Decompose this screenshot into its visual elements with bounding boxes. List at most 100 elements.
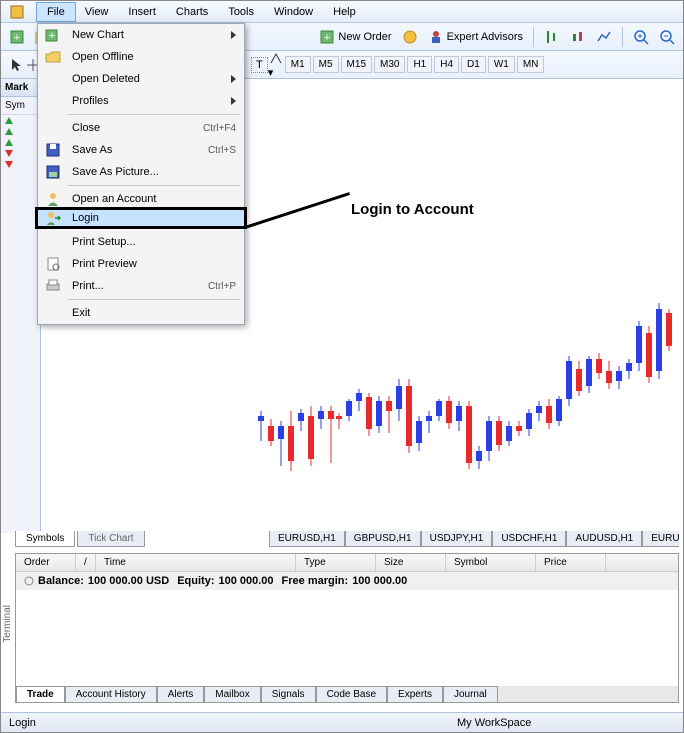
terminal-col-type[interactable]: Type: [296, 554, 376, 571]
chart-tab[interactable]: USDJPY,H1: [421, 531, 493, 547]
bar-chart-icon[interactable]: [540, 27, 564, 47]
submenu-arrow-icon: [231, 75, 236, 83]
submenu-arrow-icon: [231, 97, 236, 105]
line-chart-icon[interactable]: [592, 27, 616, 47]
timeframe-m30[interactable]: M30: [374, 56, 405, 73]
menu-item-open-deleted[interactable]: Open Deleted: [38, 68, 244, 90]
menu-view[interactable]: View: [75, 3, 119, 21]
symbol-row[interactable]: [1, 148, 40, 159]
expert-advisors-label: Expert Advisors: [447, 31, 523, 43]
timeframe-mn[interactable]: MN: [517, 56, 545, 73]
terminal-tab-code-base[interactable]: Code Base: [316, 686, 387, 702]
terminal-col-symbol[interactable]: Symbol: [446, 554, 536, 571]
terminal-col-size[interactable]: Size: [376, 554, 446, 571]
terminal-col-price[interactable]: Price: [536, 554, 606, 571]
terminal-tab-mailbox[interactable]: Mailbox: [204, 686, 260, 702]
menu-item-open-offline[interactable]: Open Offline: [38, 46, 244, 68]
toolbar-new-chart-icon[interactable]: +: [5, 27, 29, 47]
menu-item-print-[interactable]: Print...Ctrl+P: [38, 275, 244, 297]
menu-item-label: Close: [72, 122, 195, 134]
zoom-out-icon[interactable]: [655, 27, 679, 47]
menu-item-label: Save As Picture...: [72, 166, 236, 178]
menu-item-label: Save As: [72, 144, 200, 156]
menu-item-label: Open an Account: [72, 193, 236, 205]
menu-item-label: Profiles: [72, 95, 223, 107]
symbol-row[interactable]: [1, 137, 40, 148]
tab-tick-chart[interactable]: Tick Chart: [77, 531, 144, 547]
terminal-tab-signals[interactable]: Signals: [261, 686, 316, 702]
terminal-col-[interactable]: /: [76, 554, 96, 571]
terminal-header: Order/TimeTypeSizeSymbolPrice: [16, 554, 678, 572]
chart-tab[interactable]: EURUSD,H1: [269, 531, 345, 547]
menu-item-login[interactable]: Login: [35, 207, 247, 229]
timeframe-m1[interactable]: M1: [285, 56, 311, 73]
terminal-col-time[interactable]: Time: [96, 554, 296, 571]
terminal-tab-account-history[interactable]: Account History: [65, 686, 157, 702]
terminal-panel: Order/TimeTypeSizeSymbolPrice Balance: 1…: [15, 553, 679, 703]
menu-item-exit[interactable]: Exit: [38, 302, 244, 324]
chart-tab[interactable]: GBPUSD,H1: [345, 531, 421, 547]
menu-item-print-setup-[interactable]: Print Setup...: [38, 231, 244, 253]
timeframe-d1[interactable]: D1: [461, 56, 486, 73]
terminal-side-label: Terminal: [1, 601, 14, 647]
zoom-in-icon[interactable]: [629, 27, 653, 47]
chart-tab[interactable]: EURU: [642, 531, 679, 547]
terminal-col-order[interactable]: Order: [16, 554, 76, 571]
chart-tab[interactable]: USDCHF,H1: [492, 531, 566, 547]
menu-tools[interactable]: Tools: [218, 3, 264, 21]
symbol-row[interactable]: [1, 115, 40, 126]
terminal-tab-alerts[interactable]: Alerts: [157, 686, 205, 702]
menu-insert[interactable]: Insert: [118, 3, 166, 21]
menu-help[interactable]: Help: [323, 3, 366, 21]
text-icon[interactable]: T: [251, 57, 268, 73]
terminal-tab-experts[interactable]: Experts: [387, 686, 443, 702]
arrow-down-icon: [5, 161, 13, 168]
menu-shortcut: Ctrl+F4: [203, 123, 236, 134]
menu-item-print-preview[interactable]: Print Preview: [38, 253, 244, 275]
menu-item-label: Print Preview: [72, 258, 236, 270]
menu-shortcut: Ctrl+P: [208, 281, 236, 292]
annotation-label: Login to Account: [351, 201, 474, 218]
balance-row: Balance: 100 000.00 USD Equity: 100 000.…: [16, 572, 678, 590]
terminal-tabs: TradeAccount HistoryAlertsMailboxSignals…: [16, 686, 678, 702]
submenu-arrow-icon: [231, 31, 236, 39]
menu-item-save-as-picture-[interactable]: Save As Picture...: [38, 161, 244, 183]
symbol-row[interactable]: [1, 126, 40, 137]
chart-tab[interactable]: AUDUSD,H1: [566, 531, 642, 547]
menu-item-close[interactable]: Close Ctrl+F4: [38, 117, 244, 139]
save-pic-icon: [42, 164, 64, 180]
cursor-icon[interactable]: [9, 57, 25, 73]
menu-item-new-chart[interactable]: +New Chart: [38, 24, 244, 46]
free-margin-label: Free margin:: [282, 575, 349, 587]
open-folder-icon: [42, 49, 64, 65]
expert-advisors-button[interactable]: Expert Advisors: [424, 27, 527, 47]
timeframe-m15[interactable]: M15: [341, 56, 372, 73]
timeframe-h4[interactable]: H4: [434, 56, 459, 73]
timeframe-m5[interactable]: M5: [313, 56, 339, 73]
timeframe-h1[interactable]: H1: [407, 56, 432, 73]
objects-icon[interactable]: ▾: [268, 50, 284, 79]
menu-file[interactable]: File: [36, 2, 76, 22]
symbol-row[interactable]: [1, 159, 40, 170]
tab-symbols[interactable]: Symbols: [15, 531, 75, 547]
menu-item-label: Login: [72, 212, 236, 224]
timeframe-w1[interactable]: W1: [488, 56, 515, 73]
menu-charts[interactable]: Charts: [166, 3, 218, 21]
terminal-tab-journal[interactable]: Journal: [443, 686, 498, 702]
market-watch-title: Mark: [1, 79, 40, 97]
menu-item-label: New Chart: [72, 29, 223, 41]
market-watch-tabs: Symbols Tick Chart: [15, 531, 145, 547]
autotrading-icon[interactable]: [398, 27, 422, 47]
menubar: File View Insert Charts Tools Window Hel…: [1, 1, 683, 23]
status-login: Login: [9, 717, 36, 729]
menu-item-save-as[interactable]: Save AsCtrl+S: [38, 139, 244, 161]
candle-chart-icon[interactable]: [566, 27, 590, 47]
menu-window[interactable]: Window: [264, 3, 323, 21]
terminal-tab-trade[interactable]: Trade: [16, 686, 65, 702]
free-margin-value: 100 000.00: [352, 575, 407, 587]
menu-item-profiles[interactable]: Profiles: [38, 90, 244, 112]
balance-label: Balance:: [38, 575, 84, 587]
arrow-up-icon: [5, 117, 13, 124]
new-order-button[interactable]: + New Order: [315, 27, 395, 47]
arrow-up-icon: [5, 128, 13, 135]
